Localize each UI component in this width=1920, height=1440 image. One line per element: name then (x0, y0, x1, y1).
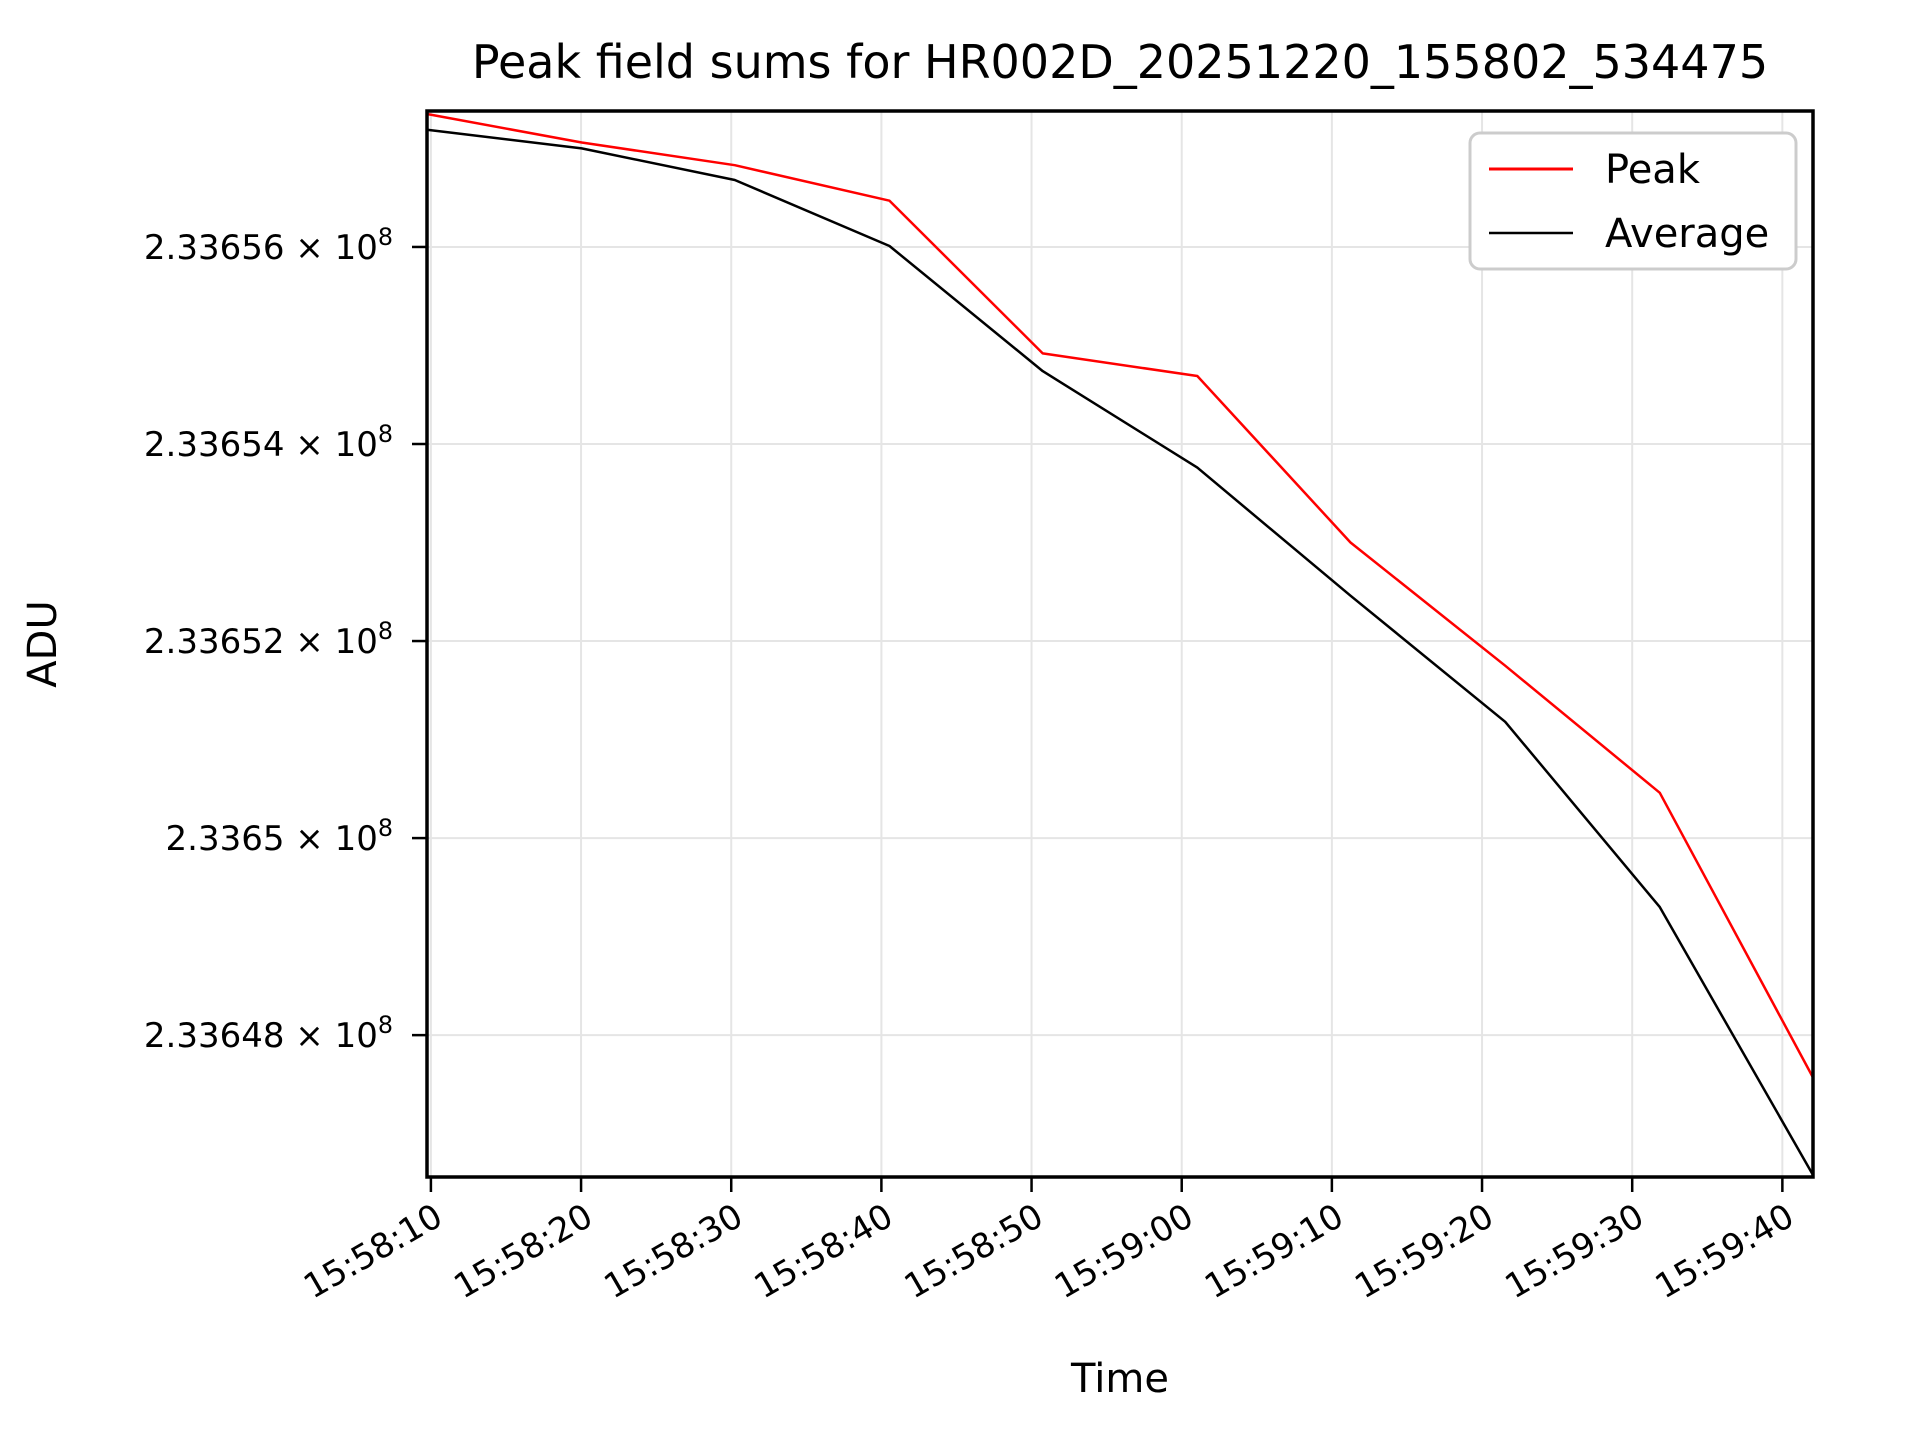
y-tick-label: 2.33652 × 108 (144, 617, 393, 662)
x-tick-label: 15:58:40 (748, 1196, 900, 1307)
grid-layer (427, 111, 1813, 1177)
x-axis-label: Time (1070, 1356, 1169, 1402)
plot-border (425, 109, 1815, 1179)
y-axis-label: ADU (20, 600, 66, 687)
x-tick-label: 15:58:20 (447, 1196, 599, 1307)
series-layer (426, 112, 1815, 1176)
y-tick-label: 2.33648 × 108 (144, 1011, 393, 1056)
series-line-peak (426, 112, 1815, 1079)
x-tick-label: 15:59:00 (1048, 1196, 1200, 1307)
legend-box (1468, 131, 1798, 271)
x-tick-label: 15:59:10 (1198, 1196, 1350, 1307)
y-tick-label: 2.33656 × 108 (144, 223, 393, 268)
y-tick-label: 2.3365 × 108 (166, 814, 393, 859)
chart-title: Peak field sums for HR002D_20251220_1558… (472, 35, 1768, 89)
series-line-average (426, 128, 1815, 1176)
legend: Peak Average (1468, 131, 1798, 271)
x-tick-label: 15:59:20 (1348, 1196, 1500, 1307)
x-tick-label: 15:59:30 (1498, 1196, 1650, 1307)
x-tick-label: 15:58:30 (597, 1196, 749, 1307)
legend-peak-label: Peak (1605, 147, 1701, 193)
x-tick-label: 15:58:50 (898, 1196, 1050, 1307)
x-tick-label: 15:59:40 (1649, 1196, 1801, 1307)
y-tick-label: 2.33654 × 108 (144, 420, 393, 465)
legend-average-label: Average (1605, 211, 1769, 257)
tick-layer: 15:58:1015:58:2015:58:3015:58:4015:58:50… (144, 223, 1801, 1307)
x-tick-label: 15:58:10 (297, 1196, 449, 1307)
